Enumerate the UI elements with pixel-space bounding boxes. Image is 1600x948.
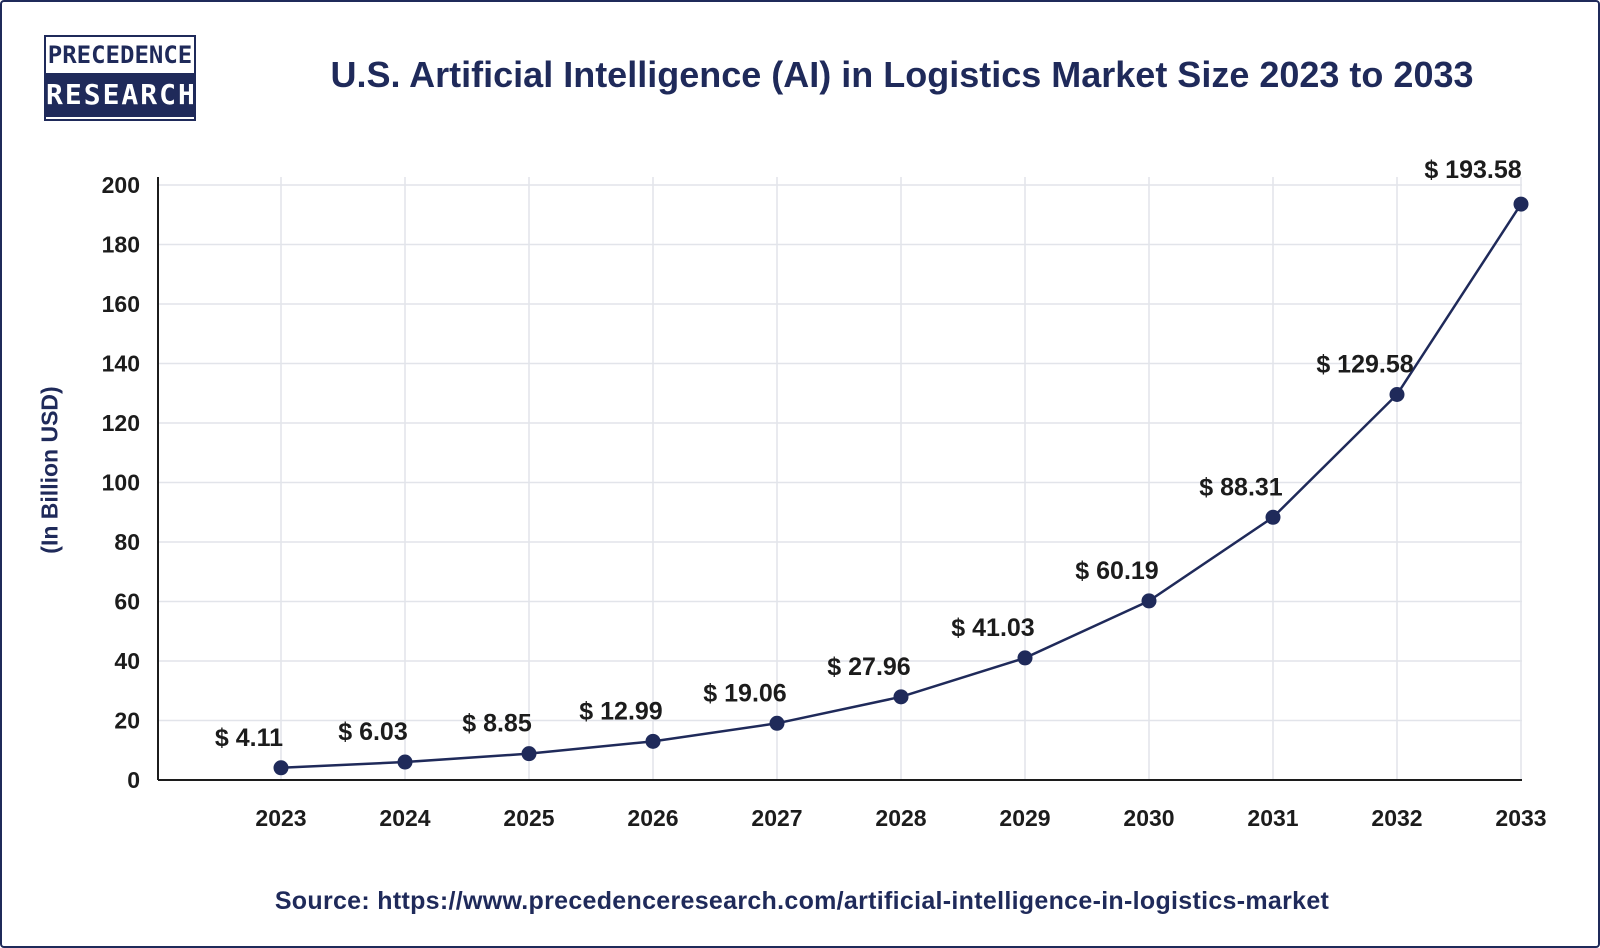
data-label: $ 193.58 <box>1424 156 1521 184</box>
y-tick-label: 120 <box>102 410 140 436</box>
chart-title: U.S. Artificial Intelligence (AI) in Log… <box>330 54 1474 95</box>
x-tick-label: 2025 <box>503 805 554 831</box>
x-tick-label: 2029 <box>999 805 1050 831</box>
x-tick-label: 2026 <box>627 805 678 831</box>
data-label: $ 6.03 <box>338 718 408 746</box>
y-tick-label: 160 <box>102 291 140 317</box>
y-tick-label: 40 <box>114 648 140 674</box>
logo-line-1: PRECEDENCE <box>47 41 193 69</box>
x-tick-label: 2030 <box>1123 805 1174 831</box>
data-point <box>893 689 909 705</box>
data-label: $ 41.03 <box>951 614 1034 642</box>
data-point <box>769 715 785 731</box>
precedence-research-logo: PRECEDENCE RESEARCH <box>44 35 196 121</box>
x-tick-label: 2023 <box>255 805 306 831</box>
y-tick-label: 60 <box>114 589 140 615</box>
data-label: $ 4.11 <box>215 724 283 752</box>
data-point <box>1389 386 1405 402</box>
data-point <box>645 733 661 749</box>
y-tick-label: 180 <box>102 232 140 258</box>
data-point <box>397 754 413 770</box>
data-point <box>1513 196 1529 212</box>
x-tick-label: 2033 <box>1495 805 1546 831</box>
logo-line-2: RESEARCH <box>46 73 195 117</box>
y-tick-label: 100 <box>102 470 140 496</box>
data-point <box>1265 509 1281 525</box>
source-note: Source: https://www.precedenceresearch.c… <box>274 887 1330 915</box>
data-point <box>521 746 537 762</box>
data-label: $ 129.58 <box>1316 350 1413 378</box>
data-label: $ 8.85 <box>462 710 532 738</box>
data-label: $ 60.19 <box>1075 557 1158 585</box>
data-label: $ 19.06 <box>703 679 786 707</box>
data-label: $ 88.31 <box>1199 473 1283 501</box>
y-tick-label: 80 <box>114 529 140 555</box>
data-point <box>1141 593 1157 609</box>
x-tick-label: 2028 <box>875 805 926 831</box>
y-tick-label: 20 <box>114 708 140 734</box>
x-tick-label: 2031 <box>1247 805 1298 831</box>
data-label: $ 12.99 <box>579 697 662 725</box>
x-tick-label: 2032 <box>1371 805 1422 831</box>
data-label: $ 27.96 <box>827 653 910 681</box>
y-tick-label: 140 <box>102 351 140 377</box>
y-tick-label: 200 <box>102 172 140 198</box>
y-tick-label: 0 <box>127 767 140 793</box>
data-point <box>273 760 289 776</box>
data-point <box>1017 650 1033 666</box>
x-tick-label: 2024 <box>379 805 430 831</box>
x-tick-label: 2027 <box>751 805 802 831</box>
